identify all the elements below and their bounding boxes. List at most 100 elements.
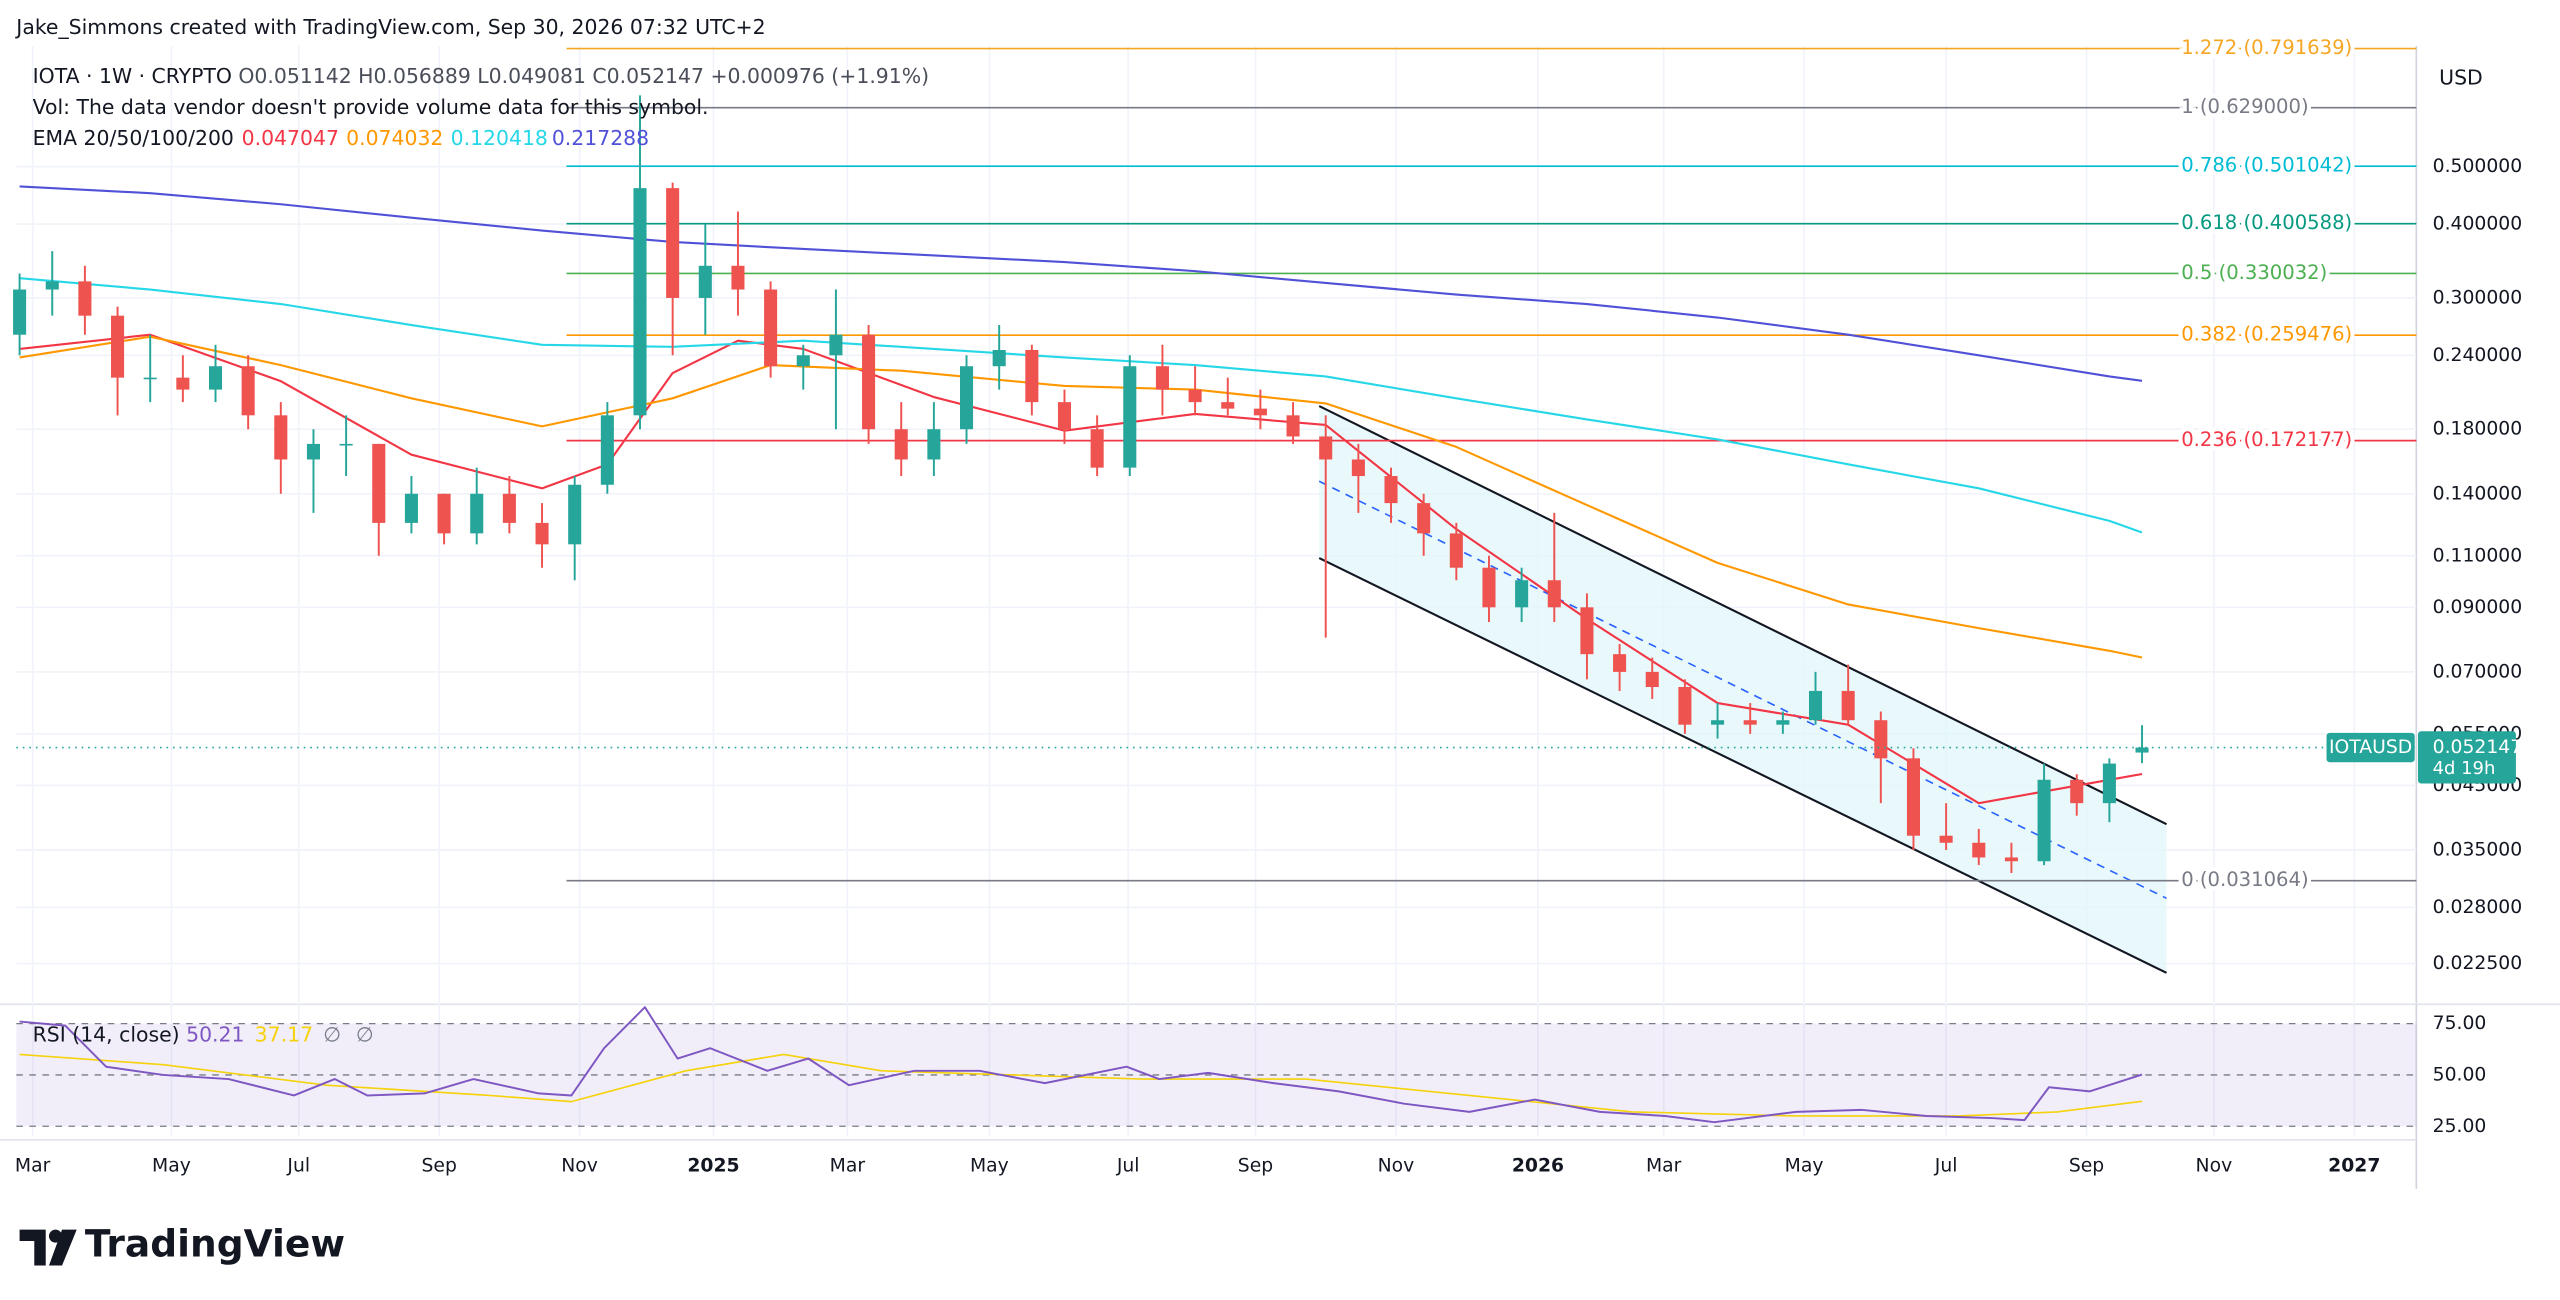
candle-body (13, 289, 27, 335)
currency: USD (2439, 66, 2483, 90)
fib-label: 0 (0.031064) (2181, 868, 2308, 891)
rsi-empty-value: ∅ (356, 1022, 374, 1046)
candle-body (698, 265, 712, 298)
candle-body (2102, 763, 2116, 804)
fib-label: 0.236 (0.172177) (2181, 428, 2352, 451)
candle-body (1678, 687, 1692, 725)
candle-body (666, 188, 680, 298)
candle-body (404, 493, 418, 523)
ema-label: EMA 20/50/100/200 (33, 126, 234, 150)
candle-body (78, 281, 92, 316)
candle-body (1972, 842, 1986, 858)
candle-body (1057, 402, 1072, 430)
price-tag-bg (2326, 732, 2415, 763)
candle-body (960, 366, 974, 430)
x-tick-label: Jul (286, 1155, 310, 1176)
x-tick-label: Nov (1378, 1155, 1415, 1176)
rsi-tick-label: 75.00 (2433, 1013, 2487, 1034)
candle-body (1123, 366, 1137, 468)
y-tick-label: 0.110000 (2433, 545, 2523, 566)
candle-body (437, 493, 451, 534)
x-tick-label: Sep (2069, 1155, 2104, 1176)
candle-body (568, 484, 582, 545)
rsi-legend-value: 50.21 (186, 1022, 244, 1046)
x-tick-label: 2027 (2328, 1155, 2380, 1176)
candle-body (45, 281, 59, 290)
candle-body (764, 289, 778, 367)
candle-body (470, 493, 484, 534)
candle-body (1286, 415, 1300, 437)
candle-body (894, 429, 908, 460)
ema-legend-value: 0.074032 (346, 126, 443, 150)
candle-body (1351, 459, 1365, 477)
candle-body (1482, 567, 1496, 608)
y-tick-label: 0.300000 (2433, 287, 2523, 308)
candle-body (1613, 654, 1627, 672)
fib-label: 1 (0.629000) (2181, 95, 2308, 118)
candle-body (927, 429, 941, 460)
candle-body (992, 349, 1006, 367)
ohlc: O0.051142 H0.056889 L0.049081 C0.052147 … (238, 64, 929, 88)
x-tick-label: Sep (1238, 1155, 1273, 1176)
candle-body (1221, 402, 1235, 409)
labels: Jake_Simmons created with TradingView.co… (14, 15, 2522, 1265)
rsi-tick-label: 50.00 (2433, 1064, 2487, 1085)
candle-body (1090, 429, 1104, 468)
price-tag-axis (2417, 731, 2516, 784)
x-tick-label: May (152, 1155, 191, 1176)
candle-body (1417, 503, 1431, 534)
y-tick-label: 0.400000 (2433, 214, 2523, 235)
candle-body (1547, 580, 1561, 608)
volume-note: Vol: The data vendor doesn't provide vol… (33, 95, 709, 119)
y-tick-label: 0.028000 (2433, 897, 2523, 918)
x-tick-label: Mar (15, 1155, 51, 1176)
candle-body (111, 315, 125, 378)
fib-label: 0.382 (0.259476) (2181, 323, 2352, 346)
candle-body (2004, 857, 2018, 862)
y-tick-label: 0.035000 (2433, 839, 2523, 860)
candle-body (339, 443, 353, 446)
rsi-tick-label: 25.00 (2433, 1116, 2487, 1137)
candle-body (1188, 389, 1202, 403)
y-tick-label: 0.140000 (2433, 483, 2523, 504)
price-tag-countdown: 4d 19h (2433, 758, 2496, 779)
ema-line (19, 185, 2143, 382)
rsi-line (19, 1006, 2143, 1124)
candle-body (208, 366, 223, 390)
candle-body (731, 265, 745, 290)
candle-body (1253, 408, 1267, 416)
rsi-label: RSI (14, close) (33, 1022, 180, 1046)
candle-body (372, 443, 386, 523)
candle-body (1808, 690, 1823, 721)
y-tick-label: 0.500000 (2433, 156, 2523, 177)
ema-legend-value: 0.217288 (552, 126, 649, 150)
x-tick-label: 2025 (687, 1155, 739, 1176)
candle-body (2037, 779, 2051, 862)
y-tick-label: 0.240000 (2433, 345, 2523, 366)
channel-upper (1318, 405, 2168, 826)
x-tick-label: Nov (561, 1155, 598, 1176)
candle-body (796, 355, 810, 367)
candle-body (2070, 779, 2084, 804)
fib-label: 1.272 (0.791639) (2181, 36, 2352, 59)
candle-body (1580, 607, 1594, 655)
ema-legend-value: 0.120418 (451, 126, 548, 150)
candle-body (502, 493, 516, 523)
logo-icon (19, 1229, 77, 1266)
x-tick-label: Nov (2196, 1155, 2233, 1176)
ema-line (19, 333, 2143, 805)
x-tick-label: Sep (421, 1155, 456, 1176)
candle-body (1319, 436, 1333, 460)
x-tick-label: 2026 (1512, 1155, 1564, 1176)
candle-body (1025, 349, 1039, 403)
x-tick-label: Jul (1934, 1155, 1958, 1176)
candle-body (274, 415, 288, 460)
symbol: IOTA · 1W · CRYPTO (33, 64, 232, 88)
candle-body (1711, 720, 1725, 725)
price-tag-value: 0.052147 (2433, 737, 2523, 758)
y-tick-label: 0.180000 (2433, 419, 2523, 440)
candle-body (1743, 720, 1757, 725)
x-tick-label: Mar (830, 1155, 866, 1176)
